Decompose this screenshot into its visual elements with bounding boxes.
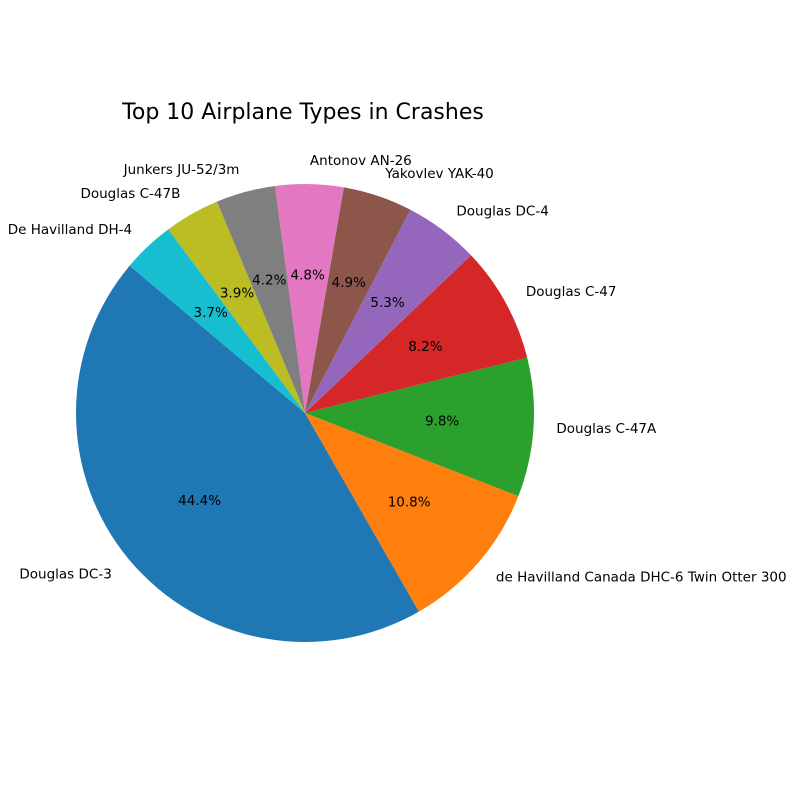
- slice-label: Antonov AN-26: [310, 153, 412, 169]
- pie-slice: [275, 184, 344, 413]
- slice-percent-label: 4.8%: [291, 268, 325, 284]
- slice-percent-label: 3.7%: [194, 305, 228, 321]
- slice-label: de Havilland Canada DHC-6 Twin Otter 300: [496, 569, 787, 585]
- slice-label: Douglas C-47: [526, 284, 617, 300]
- slice-label: Douglas C-47A: [556, 421, 657, 437]
- pie-slice: [305, 209, 472, 413]
- slice-percent-label: 4.9%: [332, 275, 366, 291]
- pie-slice: [305, 255, 528, 413]
- pie-slice: [216, 185, 305, 413]
- slice-percent-label: 8.2%: [408, 339, 442, 355]
- slice-percent-label: 5.3%: [370, 295, 404, 311]
- slice-label: Douglas C-47B: [80, 186, 180, 202]
- pie-slice: [75, 265, 419, 643]
- chart-title: Top 10 Airplane Types in Crashes: [121, 100, 484, 125]
- pie-slice: [305, 187, 411, 413]
- pie-slice: [305, 357, 534, 497]
- pie-slices: [75, 184, 534, 643]
- slice-label: Junkers JU-52/3m: [123, 162, 240, 178]
- pie-slice: [129, 229, 305, 413]
- slice-percent-label: 9.8%: [425, 414, 459, 430]
- slice-percent-label: 10.8%: [388, 495, 431, 511]
- slice-percent-label: 44.4%: [178, 493, 221, 509]
- slice-label: De Havilland DH-4: [8, 222, 132, 238]
- pie-slice: [168, 201, 305, 413]
- pie-labels: Douglas DC-3 44.4% de Havilland Canada DHC…: [8, 153, 787, 585]
- slice-label: Douglas DC-3: [19, 567, 111, 583]
- slice-percent-label: 4.2%: [252, 272, 286, 288]
- slice-label: Douglas DC-4: [456, 204, 548, 220]
- slice-percent-label: 3.9%: [220, 286, 254, 302]
- slice-label: Yakovlev YAK-40: [384, 166, 494, 182]
- pie-slice: [305, 413, 519, 612]
